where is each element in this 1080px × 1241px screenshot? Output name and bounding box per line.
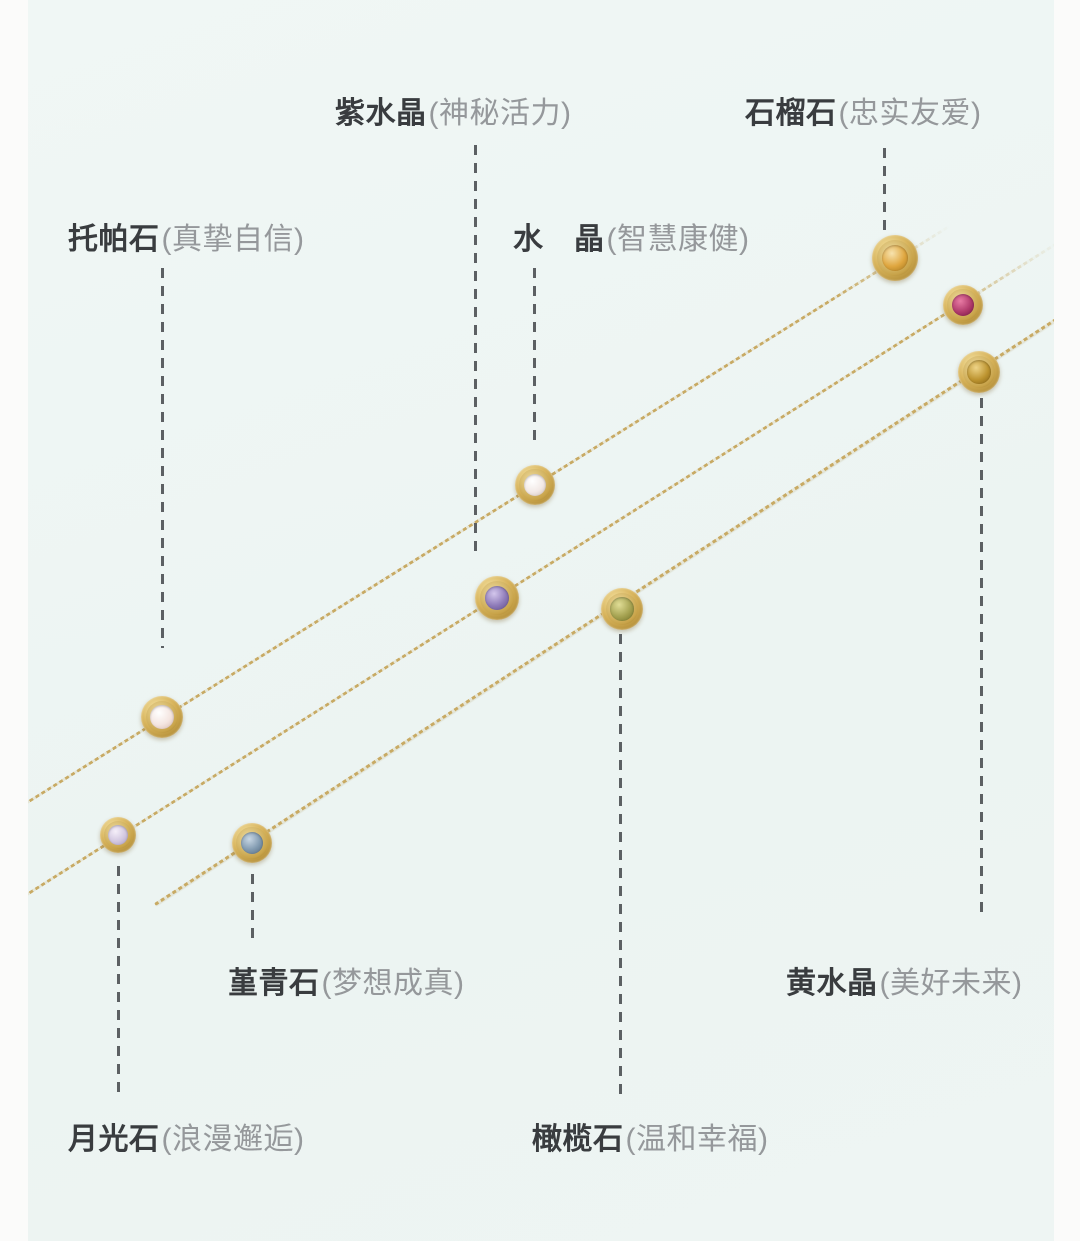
garnet-amber-gem bbox=[872, 235, 918, 281]
label-moonstone-name: 月光石 bbox=[68, 1123, 160, 1156]
label-iolite-name: 堇青石 bbox=[228, 967, 320, 1000]
label-amethyst-name: 紫水晶 bbox=[335, 97, 427, 130]
leader-line-citrine bbox=[980, 398, 983, 916]
label-moonstone-trait: (浪漫邂逅) bbox=[161, 1123, 305, 1156]
label-crystal: 水 晶(智慧康健) bbox=[513, 222, 749, 258]
label-peridot-trait: (温和幸福) bbox=[625, 1123, 769, 1156]
leader-line-iolite bbox=[251, 874, 254, 945]
iolite-gem bbox=[232, 823, 272, 863]
crystal-gem bbox=[515, 465, 555, 505]
gold-chain-middle bbox=[28, 239, 1054, 913]
topaz-gem bbox=[141, 696, 183, 738]
label-citrine-name: 黄水晶 bbox=[786, 967, 878, 1000]
label-topaz: 托帕石(真挚自信) bbox=[68, 222, 304, 258]
label-topaz-trait: (真挚自信) bbox=[161, 223, 305, 256]
leader-line-garnet bbox=[883, 148, 886, 232]
label-amethyst-trait: (神秘活力) bbox=[428, 97, 572, 130]
label-garnet-name: 石榴石 bbox=[745, 97, 837, 130]
garnet-red-gem bbox=[943, 285, 983, 325]
label-peridot-name: 橄榄石 bbox=[532, 1123, 624, 1156]
label-garnet: 石榴石(忠实友爱) bbox=[745, 96, 981, 132]
label-crystal-name: 水 晶 bbox=[513, 223, 605, 256]
label-garnet-trait: (忠实友爱) bbox=[838, 97, 982, 130]
leader-line-moonstone bbox=[117, 866, 120, 1094]
label-citrine-trait: (美好未来) bbox=[879, 967, 1023, 1000]
moonstone-gem bbox=[100, 817, 136, 853]
necklace-product-photo: 紫水晶(神秘活力) 石榴石(忠实友爱) 托帕石(真挚自信) 水 晶(智慧康健) … bbox=[28, 0, 1054, 1241]
peridot-gem bbox=[601, 588, 643, 630]
label-citrine: 黄水晶(美好未来) bbox=[786, 966, 1022, 1002]
citrine-gem bbox=[958, 351, 1000, 393]
label-iolite: 堇青石(梦想成真) bbox=[228, 966, 464, 1002]
leader-line-amethyst bbox=[474, 145, 477, 558]
leader-line-peridot bbox=[619, 634, 622, 1094]
leader-line-crystal bbox=[533, 268, 536, 447]
label-peridot: 橄榄石(温和幸福) bbox=[532, 1122, 768, 1158]
label-moonstone: 月光石(浪漫邂逅) bbox=[68, 1122, 304, 1158]
label-crystal-trait: (智慧康健) bbox=[606, 223, 750, 256]
label-amethyst: 紫水晶(神秘活力) bbox=[335, 96, 571, 132]
label-topaz-name: 托帕石 bbox=[68, 223, 160, 256]
label-iolite-trait: (梦想成真) bbox=[321, 967, 465, 1000]
amethyst-gem bbox=[475, 576, 519, 620]
leader-line-topaz bbox=[161, 268, 164, 648]
